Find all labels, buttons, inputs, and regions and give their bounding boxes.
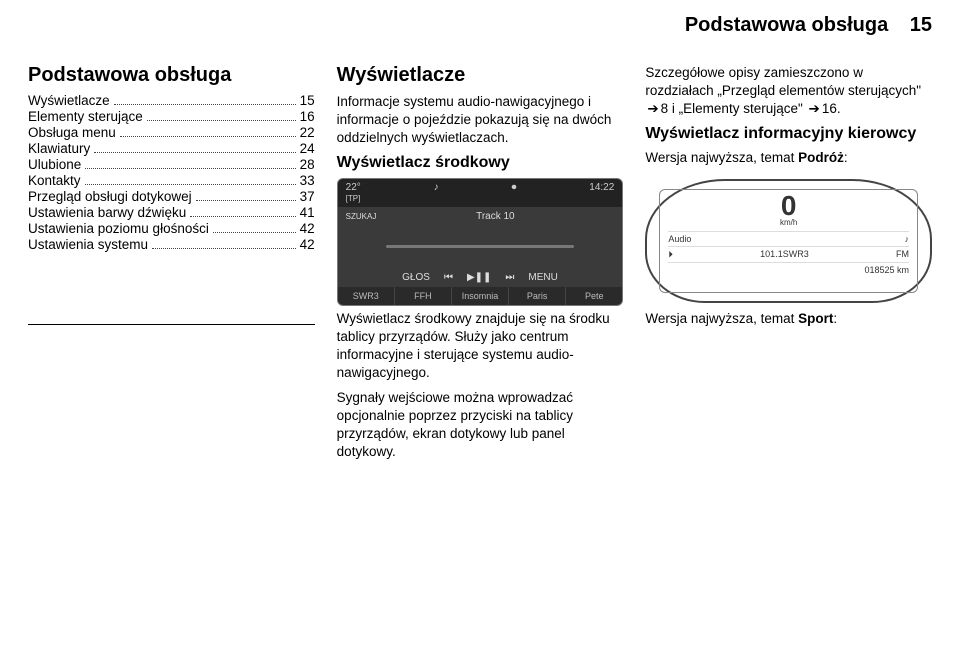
row2-right: Wersja najwyższa, temat Sport: — [645, 310, 932, 468]
shot-control: GŁOS — [402, 272, 430, 283]
header-page-number: 15 — [910, 14, 932, 36]
driver-display-heading: Wyświetlacz informacyjny kierowcy — [645, 125, 932, 143]
arrow-icon — [807, 101, 822, 116]
cluster-speed: 0 — [660, 192, 917, 220]
toc-label: Klawiatury — [28, 141, 90, 156]
toc-label: Przegląd obsługi dotykowej — [28, 189, 192, 204]
shot-track: Track 10 — [476, 211, 515, 222]
toc-label: Ustawienia barwy dźwięku — [28, 205, 186, 220]
toc-line: Ustawienia barwy dźwięku 41 — [28, 205, 315, 220]
toc-line: Ustawienia systemu 42 — [28, 237, 315, 252]
shot-szukaj: SZUKAJ — [346, 212, 377, 221]
shot-tab: Paris — [509, 287, 566, 305]
toc-line: Klawiatury 24 — [28, 141, 315, 156]
page-header: Podstawowa obsługa 15 — [685, 14, 932, 37]
row2-center: Wyświetlacz środkowy znajduje się na śro… — [337, 310, 624, 468]
column-displays: Wyświetlacze Informacje systemu audio-na… — [337, 64, 624, 306]
toc-dots — [190, 216, 295, 217]
center-display-heading: Wyświetlacz środkowy — [337, 154, 624, 172]
toc-page: 24 — [300, 141, 315, 156]
toc-label: Ulubione — [28, 157, 81, 172]
center-display-screenshot: 22° [TP] ♪ ⏺ 14:22 SZUKAJ Track 10 GŁO — [337, 178, 624, 306]
toc-page: 41 — [300, 205, 315, 220]
arrow-icon — [645, 101, 660, 116]
shot-control: MENU — [528, 272, 557, 283]
toc-line: Elementy sterujące 16 — [28, 109, 315, 124]
toc-dots — [213, 232, 296, 233]
theme-travel-line: Wersja najwyższa, temat Podróż: — [645, 149, 932, 167]
toc-line: Przegląd obsługi dotykowej 37 — [28, 189, 315, 204]
toc-label: Ustawienia poziomu głośności — [28, 221, 209, 236]
toc-label: Wyświetlacze — [28, 93, 110, 108]
column-toc: Podstawowa obsługa Wyświetlacze15Element… — [28, 64, 315, 306]
toc-page: 16 — [300, 109, 315, 124]
toc-dots — [85, 184, 296, 185]
cluster-row: Audio♪ — [668, 231, 909, 246]
header-title: Podstawowa obsługa — [685, 14, 888, 36]
center-display-desc1: Wyświetlacz środkowy znajduje się na śro… — [337, 310, 624, 383]
shot-control: ⏭ — [505, 272, 514, 283]
shot-time: 14:22 — [589, 182, 614, 204]
rec-icon: ⏺ — [511, 182, 516, 204]
shot-tab: SWR3 — [338, 287, 395, 305]
toc-label: Kontakty — [28, 173, 81, 188]
toc-page: 15 — [300, 93, 315, 108]
toc-line: Wyświetlacze 15 — [28, 93, 315, 108]
theme-sport-line: Wersja najwyższa, temat Sport: — [645, 310, 932, 328]
shot-tab: Insomnia — [452, 287, 509, 305]
shot-tab: Pete — [566, 287, 622, 305]
driver-cluster-screenshot: 0 km/h Audio♪⏵101.1SWR3FM018525 km — [645, 173, 932, 303]
music-icon: ♪ — [434, 182, 439, 204]
toc-line: Kontakty 33 — [28, 173, 315, 188]
toc-line: Ustawienia poziomu głośności 42 — [28, 221, 315, 236]
toc-dots — [147, 120, 296, 121]
toc-dots — [120, 136, 296, 137]
cluster-row: ⏵101.1SWR3FM — [668, 246, 909, 262]
toc-heading: Podstawowa obsługa — [28, 64, 315, 87]
displays-intro: Informacje systemu audio-nawigacyjnego i… — [337, 93, 624, 148]
toc-line: Ulubione 28 — [28, 157, 315, 172]
toc-page: 42 — [300, 237, 315, 252]
toc-page: 33 — [300, 173, 315, 188]
toc-dots — [85, 168, 295, 169]
toc-page: 42 — [300, 221, 315, 236]
row2-empty — [28, 310, 315, 468]
toc-label: Ustawienia systemu — [28, 237, 148, 252]
shot-control: ▶❚❚ — [467, 272, 491, 283]
shot-temp: 22° — [346, 182, 361, 193]
shot-control: ⏮ — [444, 272, 453, 283]
toc-page: 28 — [300, 157, 315, 172]
toc-dots — [94, 152, 295, 153]
detail-desc: Szczegółowe opisy zamieszczono w rozdzia… — [645, 64, 932, 119]
shot-tp: [TP] — [346, 194, 361, 203]
toc-label: Obsługa menu — [28, 125, 116, 140]
displays-heading: Wyświetlacze — [337, 64, 624, 87]
center-display-desc2: Sygnały wejściowe można wprowadzać opcjo… — [337, 389, 624, 462]
column-driver-display: Szczegółowe opisy zamieszczono w rozdzia… — [645, 64, 932, 306]
toc-page: 22 — [300, 125, 315, 140]
shot-tab: FFH — [395, 287, 452, 305]
toc-dots — [114, 104, 296, 105]
toc-page: 37 — [300, 189, 315, 204]
toc-dots — [196, 200, 296, 201]
toc-dots — [152, 248, 296, 249]
cluster-row: 018525 km — [668, 262, 909, 277]
toc-label: Elementy sterujące — [28, 109, 143, 124]
cluster-unit: km/h — [660, 218, 917, 227]
toc-line: Obsługa menu 22 — [28, 125, 315, 140]
separator-line — [28, 324, 315, 325]
